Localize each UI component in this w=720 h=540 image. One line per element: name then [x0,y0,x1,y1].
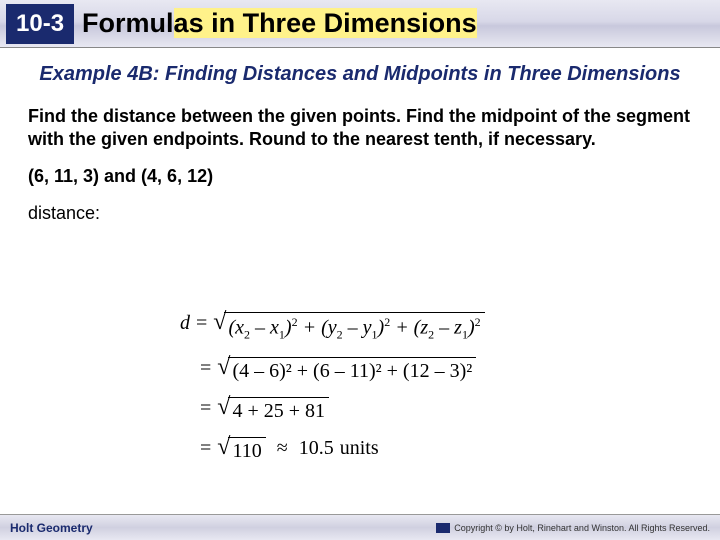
formula-line-1: d = √ (x2 – x1)2 + (y2 – y1)2 + (z2 – z1… [180,312,485,343]
formula-line-4: = √ 110 ≈ 10.5 units [180,437,485,463]
lesson-title: Formulas in Three Dimensions [82,8,477,39]
example-title: Example 4B: Finding Distances and Midpoi… [20,62,700,87]
publisher-logo-icon [436,523,450,533]
copyright-text: Copyright © by Holt, Rinehart and Winsto… [454,523,710,533]
footer-brand: Holt Geometry [10,521,93,535]
radicand-4: 110 [228,437,265,463]
sqrt-3: √ 4 + 25 + 81 [217,397,329,423]
radicand-1: (x2 – x1)2 + (y2 – y1)2 + (z2 – z1)2 [224,312,484,343]
approx-sign: ≈ [272,437,293,460]
instructions-text: Find the distance between the given poin… [28,105,692,152]
equals-sign: = [200,437,211,460]
formula-d-var: d [180,312,190,335]
formula-line-2: = √ (4 – 6)² + (6 – 11)² + (12 – 3)² [180,357,485,383]
sqrt-2: √ (4 – 6)² + (6 – 11)² + (12 – 3)² [217,357,476,383]
distance-label-row: distance: [28,203,692,224]
lesson-title-prefix: Formul [82,8,174,38]
lesson-title-highlight: as in Three Dimensions [174,8,477,38]
equals-sign: = [200,397,211,420]
distance-formula-work: d = √ (x2 – x1)2 + (y2 – y1)2 + (z2 – z1… [180,312,485,477]
sqrt-4: √ 110 [217,437,265,463]
distance-result: 10.5 [299,437,334,460]
equals-sign: = [200,357,211,380]
lesson-number-badge: 10-3 [6,4,74,44]
distance-label: distance: [28,203,100,223]
units-label: units [340,437,379,460]
radicand-2: (4 – 6)² + (6 – 11)² + (12 – 3)² [228,357,476,383]
sqrt-1: √ (x2 – x1)2 + (y2 – y1)2 + (z2 – z1)2 [213,312,484,343]
lesson-header: 10-3 Formulas in Three Dimensions [0,0,720,48]
formula-line-3: = √ 4 + 25 + 81 [180,397,485,423]
footer-copyright: Copyright © by Holt, Rinehart and Winsto… [436,523,710,533]
footer: Holt Geometry Copyright © by Holt, Rineh… [0,514,720,540]
radicand-3: 4 + 25 + 81 [228,397,329,423]
equals-sign: = [196,312,207,335]
given-points: (6, 11, 3) and (4, 6, 12) [28,166,692,187]
